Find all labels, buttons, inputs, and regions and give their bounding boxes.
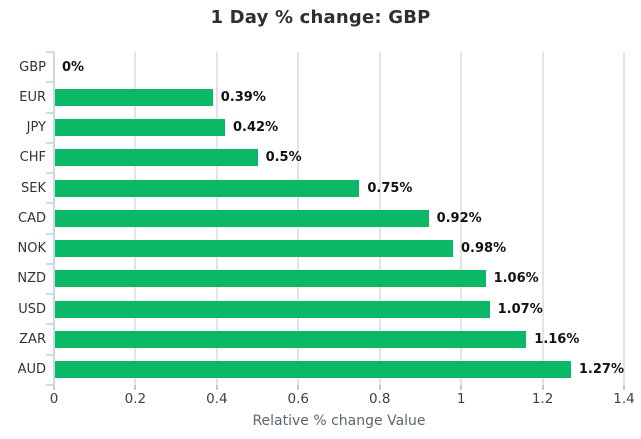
x-axis-tick-0.6 — [297, 385, 300, 390]
y-axis-tick — [46, 353, 54, 356]
y-axis-tick — [46, 293, 54, 296]
category-label-chf: CHF — [19, 150, 46, 166]
y-axis-tick — [46, 111, 54, 114]
x-axis-tick-1.2 — [541, 385, 544, 390]
bar-eur[interactable] — [54, 88, 213, 106]
y-axis-tick — [46, 51, 54, 53]
category-label-gbp: GBP — [19, 59, 46, 75]
x-axis-tick-0.2 — [134, 385, 137, 390]
bar-chf[interactable] — [54, 149, 258, 167]
bar-jpy[interactable] — [54, 119, 225, 137]
plot-area: 0% 0.39% 0.42% 0.5% 0.75% 0.92% 0.98% 1.06% 1.07… — [54, 52, 625, 385]
x-axis-tick-0.8 — [378, 385, 381, 390]
y-axis-tick — [46, 141, 54, 144]
gridline-x-1 — [460, 52, 463, 385]
category-label-eur: EUR — [19, 89, 46, 105]
value-label-eur: 0.39% — [220, 89, 266, 105]
bar-sek[interactable] — [54, 179, 360, 197]
x-tick-label-0.2: 0.2 — [124, 391, 147, 407]
y-axis-tick — [46, 202, 54, 205]
x-axis-tick-0.4 — [215, 385, 218, 390]
bar-row-eur: 0.39% — [54, 82, 624, 112]
category-label-aud: AUD — [17, 362, 46, 378]
y-axis-tick — [46, 323, 54, 326]
bar-row-cad: 0.92% — [54, 203, 624, 233]
value-label-jpy: 0.42% — [233, 120, 279, 136]
y-axis-tick — [46, 262, 54, 265]
x-axis-title: Relative % change Value — [252, 413, 426, 429]
y-axis-tick — [46, 232, 54, 235]
bar-aud[interactable] — [54, 361, 571, 379]
value-label-chf: 0.5% — [265, 150, 302, 166]
bar-row-sek: 0.75% — [54, 173, 624, 203]
bar-row-jpy: 0.42% — [54, 113, 624, 143]
bar-row-zar: 1.16% — [54, 324, 624, 354]
category-label-jpy: JPY — [26, 120, 46, 136]
bar-row-gbp: 0% — [54, 52, 624, 82]
x-tick-label-0.4: 0.4 — [206, 391, 228, 407]
x-tick-label-0.8: 0.8 — [368, 391, 391, 407]
y-axis-tick — [46, 384, 54, 386]
value-label-cad: 0.92% — [436, 210, 482, 226]
value-label-sek: 0.75% — [367, 180, 413, 196]
bar-row-aud: 1.27% — [54, 355, 624, 385]
x-tick-label-1.4: 1.4 — [613, 391, 635, 407]
bar-row-usd: 1.07% — [54, 294, 624, 324]
bar-row-chf: 0.5% — [54, 143, 624, 173]
gridline-x-1.2 — [541, 52, 544, 385]
category-label-nok: NOK — [17, 241, 46, 257]
x-tick-label-1.2: 1.2 — [531, 391, 554, 407]
x-tick-label-0: 0 — [49, 391, 59, 407]
bar-usd[interactable] — [54, 300, 490, 318]
x-axis-tick-1 — [460, 385, 463, 390]
value-label-nzd: 1.06% — [493, 271, 539, 287]
bar-zar[interactable] — [54, 331, 527, 349]
value-label-zar: 1.16% — [534, 332, 580, 348]
gridline-x-1.4 — [623, 52, 625, 385]
bar-rows: 0% 0.39% 0.42% 0.5% 0.75% 0.92% 0.98% 1.06% 1.07… — [54, 52, 624, 385]
value-label-usd: 1.07% — [497, 301, 543, 317]
bar-row-nzd: 1.06% — [54, 264, 624, 294]
bar-cad[interactable] — [54, 209, 429, 227]
y-axis-tick — [46, 81, 54, 84]
value-label-nok: 0.98% — [461, 241, 507, 257]
bar-row-nok: 0.98% — [54, 234, 624, 264]
x-tick-label-1: 1 — [456, 391, 466, 407]
x-tick-label-0.6: 0.6 — [287, 391, 310, 407]
bar-nzd[interactable] — [54, 270, 486, 288]
category-label-sek: SEK — [21, 180, 46, 196]
category-label-zar: ZAR — [19, 332, 46, 348]
y-axis-category-labels: GBP EUR JPY CHF SEK CAD NOK NZD USD ZAR AUD — [0, 52, 46, 385]
x-axis-tick-1.4 — [623, 385, 625, 390]
category-label-nzd: NZD — [17, 271, 46, 287]
y-axis-line — [53, 52, 55, 385]
category-label-cad: CAD — [18, 210, 46, 226]
x-axis-tick-0 — [53, 385, 55, 390]
value-label-aud: 1.27% — [578, 362, 624, 378]
chart-title: 1 Day % change: GBP — [210, 7, 431, 28]
y-axis-tick — [46, 172, 54, 175]
category-label-usd: USD — [18, 301, 46, 317]
value-label-gbp: 0% — [62, 59, 85, 75]
bar-nok[interactable] — [54, 240, 453, 258]
